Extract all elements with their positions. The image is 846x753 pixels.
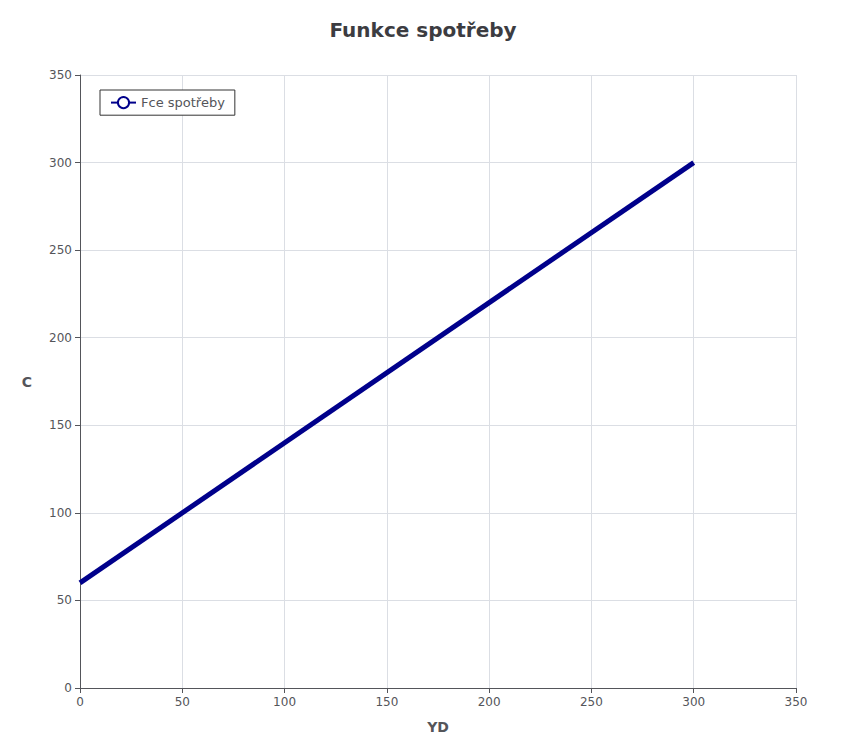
svg-text:Funkce spotřeby: Funkce spotřeby <box>329 18 516 42</box>
svg-text:50: 50 <box>175 695 190 709</box>
svg-text:150: 150 <box>375 695 398 709</box>
svg-text:300: 300 <box>682 695 705 709</box>
svg-text:350: 350 <box>785 695 808 709</box>
svg-text:C: C <box>22 374 32 390</box>
svg-text:200: 200 <box>49 331 72 345</box>
svg-text:300: 300 <box>49 156 72 170</box>
svg-text:150: 150 <box>49 418 72 432</box>
svg-text:100: 100 <box>273 695 296 709</box>
svg-text:0: 0 <box>64 681 72 695</box>
svg-text:350: 350 <box>49 68 72 82</box>
svg-text:YD: YD <box>426 719 449 735</box>
svg-text:200: 200 <box>478 695 501 709</box>
svg-text:250: 250 <box>49 243 72 257</box>
svg-text:0: 0 <box>76 695 84 709</box>
svg-text:50: 50 <box>57 593 72 607</box>
svg-text:250: 250 <box>580 695 603 709</box>
svg-text:100: 100 <box>49 506 72 520</box>
svg-text:Fce spotřeby: Fce spotřeby <box>141 95 225 110</box>
